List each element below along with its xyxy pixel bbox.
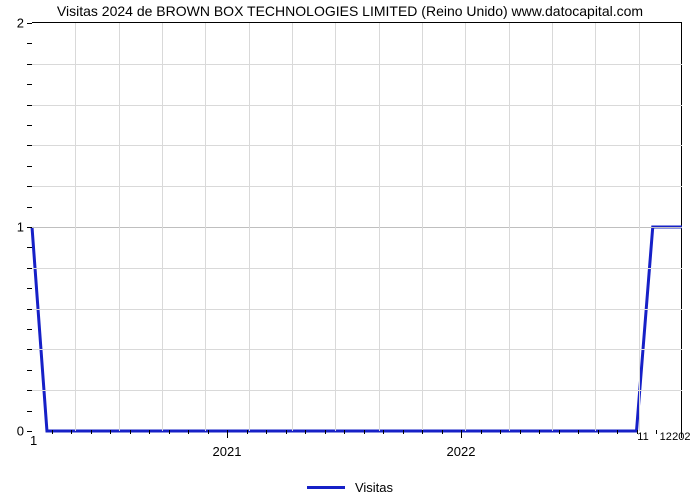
x-axis-month-label: 202: [672, 430, 690, 443]
legend-label: Visitas: [355, 480, 393, 495]
y-axis-tick-mark: [27, 145, 32, 146]
grid-line-horizontal: [32, 349, 682, 350]
grid-line-horizontal: [32, 186, 682, 187]
y-axis-tick-mark: [27, 84, 32, 85]
legend-swatch: [307, 486, 345, 489]
x-axis-tick-mark-minor: [71, 430, 72, 434]
grid-line-vertical: [162, 23, 163, 431]
grid-line-vertical: [75, 23, 76, 431]
y-axis-tick-mark: [27, 166, 32, 167]
x-axis-tick-mark-minor: [149, 430, 150, 434]
x-axis-tick-mark-minor: [364, 430, 365, 434]
grid-line-vertical: [552, 23, 553, 431]
x-axis-tick-mark-minor: [500, 430, 501, 434]
x-axis-tick-mark-minor: [344, 430, 345, 434]
y-axis-tick-mark: [27, 349, 32, 350]
legend-item: Visitas: [307, 480, 393, 495]
grid-line-vertical: [379, 23, 380, 431]
grid-line-vertical: [639, 23, 640, 431]
grid-line-vertical: [292, 23, 293, 431]
grid-line-horizontal: [32, 105, 682, 106]
x-axis-tick-mark-minor: [559, 430, 560, 434]
x-axis-tick-mark-minor: [442, 430, 443, 434]
y-axis-tick-mark: [27, 247, 32, 248]
x-axis-tick-mark-minor: [598, 430, 599, 434]
y-axis-tick-mark: [27, 329, 32, 330]
y-axis-tick-mark: [27, 288, 32, 289]
grid-line-horizontal: [32, 390, 682, 391]
x-axis-tick-mark-minor: [52, 430, 53, 434]
y-axis-tick-mark: [27, 43, 32, 44]
y-axis-tick-mark: [27, 309, 32, 310]
y-axis-tick-mark: [27, 186, 32, 187]
x-axis-tick-mark-minor: [91, 430, 92, 434]
grid-line-horizontal: [32, 64, 682, 65]
grid-line-vertical: [205, 23, 206, 431]
plot-area: 0121202120221112202: [32, 22, 682, 430]
x-axis-tick-mark-minor: [617, 430, 618, 434]
x-axis-tick-mark-minor: [383, 430, 384, 434]
y-axis-tick-mark: [27, 268, 32, 269]
grid-line-horizontal: [32, 268, 682, 269]
x-axis-tick-mark-minor: [110, 430, 111, 434]
x-axis-year-label: 2021: [213, 430, 242, 459]
grid-line-vertical: [595, 23, 596, 431]
y-axis-tick-mark: [27, 370, 32, 371]
x-axis-tick-mark-minor: [422, 430, 423, 434]
x-axis-tick-mark-minor: [247, 430, 248, 434]
x-axis-base-label: 1: [30, 433, 37, 448]
x-axis-tick-mark-minor: [656, 430, 657, 434]
y-axis-tick-mark: [27, 227, 32, 228]
chart-title: Visitas 2024 de BROWN BOX TECHNOLOGIES L…: [0, 3, 700, 19]
grid-line-vertical: [465, 23, 466, 431]
x-axis-year-label: 2022: [447, 430, 476, 459]
x-axis-month-label: 11: [637, 430, 648, 443]
x-axis-tick-mark-minor: [520, 430, 521, 434]
line-chart: Visitas 2024 de BROWN BOX TECHNOLOGIES L…: [0, 0, 700, 500]
x-axis-tick-mark-minor: [305, 430, 306, 434]
x-axis-tick-mark-minor: [208, 430, 209, 434]
grid-line-vertical: [422, 23, 423, 431]
grid-line-vertical: [249, 23, 250, 431]
y-axis-tick-mark: [27, 105, 32, 106]
y-axis-tick-mark: [27, 431, 32, 432]
grid-line-horizontal: [32, 309, 682, 310]
y-axis-tick-mark: [27, 125, 32, 126]
x-axis-tick-mark-minor: [481, 430, 482, 434]
x-axis-tick-mark-minor: [578, 430, 579, 434]
grid-line-horizontal: [32, 145, 682, 146]
grid-line-vertical: [119, 23, 120, 431]
y-axis-tick-mark: [27, 207, 32, 208]
x-axis-tick-mark-minor: [286, 430, 287, 434]
x-axis-month-label: 12: [660, 430, 672, 443]
y-axis-tick-mark: [27, 390, 32, 391]
series-path: [32, 227, 682, 431]
x-axis-tick-mark-minor: [403, 430, 404, 434]
x-axis-tick-mark-minor: [169, 430, 170, 434]
x-axis-tick-mark-minor: [325, 430, 326, 434]
y-axis-tick-mark: [27, 411, 32, 412]
y-axis-tick-mark: [27, 23, 32, 24]
grid-line-vertical: [335, 23, 336, 431]
grid-line-horizontal: [32, 227, 682, 228]
x-axis-tick-mark-minor: [188, 430, 189, 434]
x-axis-tick-mark-minor: [266, 430, 267, 434]
x-axis-tick-mark-minor: [539, 430, 540, 434]
y-axis-tick-mark: [27, 64, 32, 65]
x-axis-tick-mark-minor: [130, 430, 131, 434]
legend: Visitas: [0, 476, 700, 495]
grid-line-vertical: [509, 23, 510, 431]
